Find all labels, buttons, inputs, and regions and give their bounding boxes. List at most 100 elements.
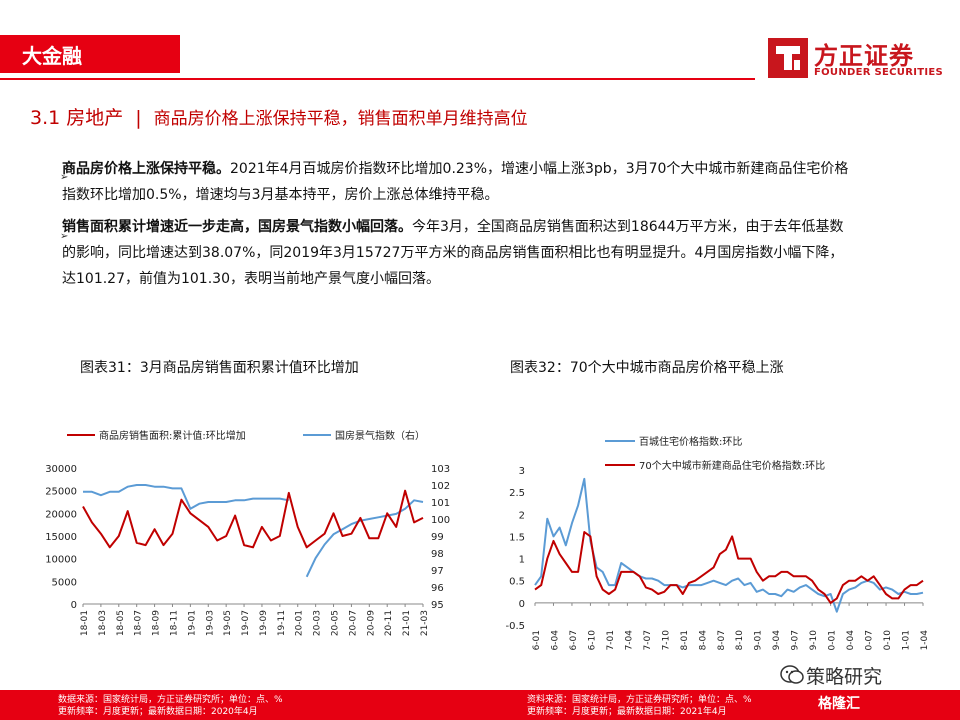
x-tick-label: 18-01 bbox=[80, 610, 90, 636]
series-line-index bbox=[83, 484, 424, 578]
legend-label-70city: 70个大中城市新建商品住宅价格指数:环比 bbox=[639, 459, 825, 472]
x-tick-label: 21-04 bbox=[920, 630, 930, 650]
figure31-update: 更新频率：月度更新；最新数据日期：2020年4月 bbox=[58, 707, 258, 717]
section-subtitle: 商品房价格上涨保持平稳，销售面积单月维持高位 bbox=[153, 109, 528, 129]
header-divider bbox=[0, 78, 755, 80]
y-tick-label-right: 97 bbox=[431, 566, 444, 577]
y-tick-label: 0.5 bbox=[509, 577, 525, 588]
x-tick-label: 18-07 bbox=[134, 610, 144, 636]
legend-label-index: 国房景气指数（右） bbox=[335, 429, 425, 442]
figure32-caption: 图表32：70个大中城市商品房价格平稳上涨 bbox=[510, 360, 784, 376]
x-tick-label: 16-07 bbox=[569, 630, 579, 650]
x-tick-label: 21-03 bbox=[420, 610, 430, 636]
bullet-item: 销售面积累计增速近一步走高，国房景气指数小幅回落。今年3月，全国商品房销售面积达… bbox=[62, 214, 852, 292]
y-tick-label-left: 5000 bbox=[52, 577, 77, 588]
figure31-source: 数据来源：国家统计局，方正证券研究所；单位：点、% bbox=[58, 695, 283, 705]
x-tick-label: 19-09 bbox=[259, 610, 269, 636]
x-tick-label: 18-04 bbox=[698, 630, 708, 650]
founder-logo-icon bbox=[768, 38, 808, 78]
x-tick-label: 21-01 bbox=[902, 630, 912, 650]
x-tick-label: 18-07 bbox=[717, 630, 727, 650]
series-line-sales bbox=[82, 489, 424, 549]
section-number: 3.1 房地产 bbox=[30, 107, 124, 129]
y-tick-label-left: 0 bbox=[71, 600, 77, 611]
x-tick-label: 19-07 bbox=[241, 610, 251, 636]
legend-label-100city: 百城住宅价格指数:环比 bbox=[639, 435, 742, 448]
x-tick-label: 16-04 bbox=[550, 630, 560, 650]
watermark-brand: 格隆汇 bbox=[818, 696, 860, 712]
logo-name-en: FOUNDER SECURITIES bbox=[814, 67, 944, 78]
x-tick-label: 19-05 bbox=[223, 610, 233, 636]
y-tick-label-right: 99 bbox=[431, 532, 444, 543]
y-tick-label-right: 102 bbox=[431, 481, 450, 492]
x-tick-label: 18-09 bbox=[152, 610, 162, 636]
figure32-update: 更新频率：月度更新；最新数据日期：2021年4月 bbox=[527, 707, 727, 717]
legend-label-sales: 商品房销售面积:累计值:环比增加 bbox=[99, 429, 246, 442]
y-tick-label-left: 20000 bbox=[45, 509, 77, 520]
x-tick-label: 19-03 bbox=[205, 610, 215, 636]
chart-70-city-prices: 百城住宅价格指数:环比 70个大中城市新建商品住宅价格指数:环比 -0.5 0 0.5 1… bbox=[505, 435, 930, 650]
x-tick-label: 20-11 bbox=[384, 610, 394, 636]
figure31-caption: 图表31：3月商品房销售面积累计值环比增加 bbox=[80, 360, 359, 376]
header-tag-bar: 大金融 bbox=[0, 35, 180, 73]
y-tick-label-right: 96 bbox=[431, 583, 444, 594]
x-tick-label: 18-11 bbox=[169, 610, 179, 636]
x-tick-label: 18-05 bbox=[116, 610, 126, 636]
y-tick-label: 0 bbox=[519, 599, 525, 610]
series-line-70city bbox=[534, 531, 924, 604]
bullet-text: 今年3月，全国商品房销售面积达到18644万平方米，由于去年低基数的影响，同比增… bbox=[62, 219, 844, 287]
y-tick-label: 2.5 bbox=[509, 488, 525, 499]
x-tick-label: 16-10 bbox=[587, 630, 597, 650]
y-tick-label-left: 30000 bbox=[45, 464, 77, 475]
bullet-arrow-icon: ➢ bbox=[60, 231, 69, 242]
figure32-source: 资料来源：国家统计局，方正证券研究所；单位：点、% bbox=[527, 695, 752, 705]
y-tick-label: 3 bbox=[519, 466, 525, 477]
x-tick-label: 17-10 bbox=[661, 630, 671, 650]
x-tick-label: 19-10 bbox=[809, 630, 819, 650]
wechat-icon bbox=[780, 665, 804, 684]
y-tick-label-left: 10000 bbox=[45, 555, 77, 566]
x-tick-label: 17-04 bbox=[624, 630, 634, 650]
x-tick-label: 16-01 bbox=[532, 630, 542, 650]
x-tick-label: 18-01 bbox=[680, 630, 690, 650]
section-title: 3.1 房地产 | 商品房价格上涨保持平稳，销售面积单月维持高位 bbox=[30, 103, 528, 130]
series-line-100city bbox=[534, 477, 924, 613]
bullet-bold: 商品房价格上涨保持平稳。 bbox=[62, 161, 230, 177]
bullet-arrow-icon: ➢ bbox=[60, 172, 69, 183]
y-tick-label: 2 bbox=[519, 510, 525, 521]
logo-name-cn: 方正证券 bbox=[814, 42, 914, 70]
x-tick-label: 20-01 bbox=[828, 630, 838, 650]
x-tick-label: 19-07 bbox=[791, 630, 801, 650]
chart-sales-area-vs-index: 商品房销售面积:累计值:环比增加 国房景气指数（右） 0 5000 10000 15000… bbox=[45, 429, 450, 636]
y-tick-label: -0.5 bbox=[505, 621, 525, 632]
x-tick-label: 18-10 bbox=[735, 630, 745, 650]
x-tick-label: 20-09 bbox=[366, 610, 376, 636]
x-tick-label: 20-04 bbox=[846, 630, 856, 650]
y-tick-label-right: 98 bbox=[431, 549, 444, 560]
x-tick-label: 20-03 bbox=[313, 610, 323, 636]
x-tick-label: 18-03 bbox=[98, 610, 108, 636]
y-tick-label-right: 95 bbox=[431, 600, 444, 611]
x-tick-label: 17-07 bbox=[643, 630, 653, 650]
x-tick-label: 21-01 bbox=[402, 610, 412, 636]
y-tick-label: 1.5 bbox=[509, 532, 525, 543]
y-tick-label-right: 103 bbox=[431, 464, 450, 475]
x-tick-label: 20-07 bbox=[865, 630, 875, 650]
x-tick-label: 20-07 bbox=[348, 610, 358, 636]
y-tick-label-left: 25000 bbox=[45, 487, 77, 498]
bullet-text: 2021年4月百城房价指数环比增加0.23%，增速小幅上涨3pb，3月70个大中… bbox=[62, 161, 849, 203]
section-separator: | bbox=[135, 107, 142, 129]
x-tick-label: 17-01 bbox=[606, 630, 616, 650]
y-tick-label-right: 101 bbox=[431, 498, 450, 509]
y-tick-label-right: 100 bbox=[431, 515, 450, 526]
y-tick-label-left: 15000 bbox=[45, 532, 77, 543]
bullet-item: 商品房价格上涨保持平稳。2021年4月百城房价指数环比增加0.23%，增速小幅上… bbox=[62, 156, 852, 208]
watermark-text: 策略研究 bbox=[806, 666, 883, 688]
x-tick-label: 19-01 bbox=[754, 630, 764, 650]
x-tick-label: 20-05 bbox=[331, 610, 341, 636]
header-tag: 大金融 bbox=[22, 44, 82, 68]
x-tick-label: 19-11 bbox=[277, 610, 287, 636]
footer-bar bbox=[0, 690, 960, 720]
x-tick-label: 20-10 bbox=[883, 630, 893, 650]
y-tick-label: 1 bbox=[519, 555, 525, 566]
